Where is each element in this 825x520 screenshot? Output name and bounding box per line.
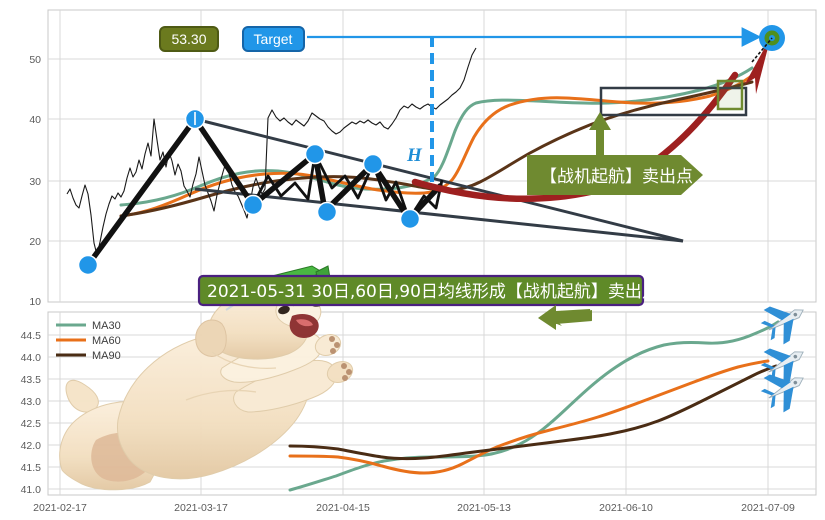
airplane-icon <box>760 374 804 413</box>
x-axis: 2021-02-17 2021-03-17 2021-04-15 2021-05… <box>33 502 795 514</box>
ma-panel-ma60-line <box>288 359 770 475</box>
airplane-icon <box>760 306 804 345</box>
target-badge-text: Target <box>254 31 293 47</box>
breakout-box <box>716 79 744 111</box>
pivot-zigzag-secondary <box>251 152 444 221</box>
x-tick-3: 2021-05-13 <box>457 502 511 514</box>
ma-y-tick-42-0: 42.0 <box>21 440 42 452</box>
ma-y-axis: 44.5 44.0 43.5 43.0 42.5 42.0 41.5 41.0 <box>21 330 42 496</box>
banner-left-arrow <box>538 305 592 330</box>
ma-y-tick-41-5: 41.5 <box>21 462 42 474</box>
info-banner: 2021-05-31 30日,60日,90日均线形成【战机起航】卖出点 <box>197 274 659 307</box>
pivot-marker <box>304 143 326 165</box>
y-tick-50: 50 <box>29 54 41 66</box>
price-y-axis: 50 40 30 20 10 <box>29 54 41 308</box>
legend-label-ma90: MA90 <box>92 350 121 362</box>
legend-label-ma60: MA60 <box>92 335 121 347</box>
y-tick-20: 20 <box>29 236 41 248</box>
target-marker <box>751 25 785 63</box>
y-tick-40: 40 <box>29 114 41 126</box>
x-tick-4: 2021-06-10 <box>599 502 653 514</box>
pivot-marker <box>316 201 338 223</box>
value-badge-text: 53.30 <box>171 31 206 47</box>
sell-callout-text: 【战机起航】卖出点 <box>540 167 693 187</box>
ma-panel-ma90-line <box>288 364 778 461</box>
pivot-marker <box>399 208 421 230</box>
value-badge[interactable]: 53.30 <box>159 26 219 52</box>
ma-y-tick-44-0: 44.0 <box>21 352 42 364</box>
ma-y-tick-43-5: 43.5 <box>21 374 42 386</box>
pivot-zigzag <box>85 116 443 268</box>
x-tick-2: 2021-04-15 <box>316 502 370 514</box>
x-tick-5: 2021-07-09 <box>741 502 795 514</box>
consolidation-box <box>599 86 748 117</box>
box-up-arrow <box>589 112 611 156</box>
ma-y-tick-44-5: 44.5 <box>21 330 42 342</box>
x-tick-0: 2021-02-17 <box>33 502 87 514</box>
ma-y-tick-41-0: 41.0 <box>21 484 42 496</box>
pivot-marker <box>242 194 264 216</box>
info-banner-text: 2021-05-31 30日,60日,90日均线形成【战机起航】卖出点 <box>207 282 659 302</box>
pivot-markers <box>77 108 421 276</box>
y-tick-30: 30 <box>29 176 41 188</box>
ma-panel-ma30-line <box>288 320 780 492</box>
y-tick-10: 10 <box>29 296 41 308</box>
dog-mascot-image <box>59 291 354 491</box>
price-ma60-line <box>119 72 756 218</box>
projection-arrow-head <box>745 36 771 94</box>
ma-y-tick-42-5: 42.5 <box>21 418 42 430</box>
ma-y-tick-43-0: 43.0 <box>21 396 42 408</box>
pivot-marker <box>77 254 99 276</box>
target-badge[interactable]: Target <box>242 26 305 52</box>
ma-panel-legend: MA30 MA60 MA90 <box>56 320 121 362</box>
h-label: H <box>406 145 423 166</box>
legend-label-ma30: MA30 <box>92 320 121 332</box>
trendline-lower <box>194 187 684 243</box>
sell-callout: 【战机起航】卖出点 <box>527 155 703 195</box>
pivot-marker <box>362 153 384 175</box>
trendline-upper <box>194 117 684 243</box>
x-tick-1: 2021-03-17 <box>174 502 228 514</box>
price-line <box>66 47 477 256</box>
